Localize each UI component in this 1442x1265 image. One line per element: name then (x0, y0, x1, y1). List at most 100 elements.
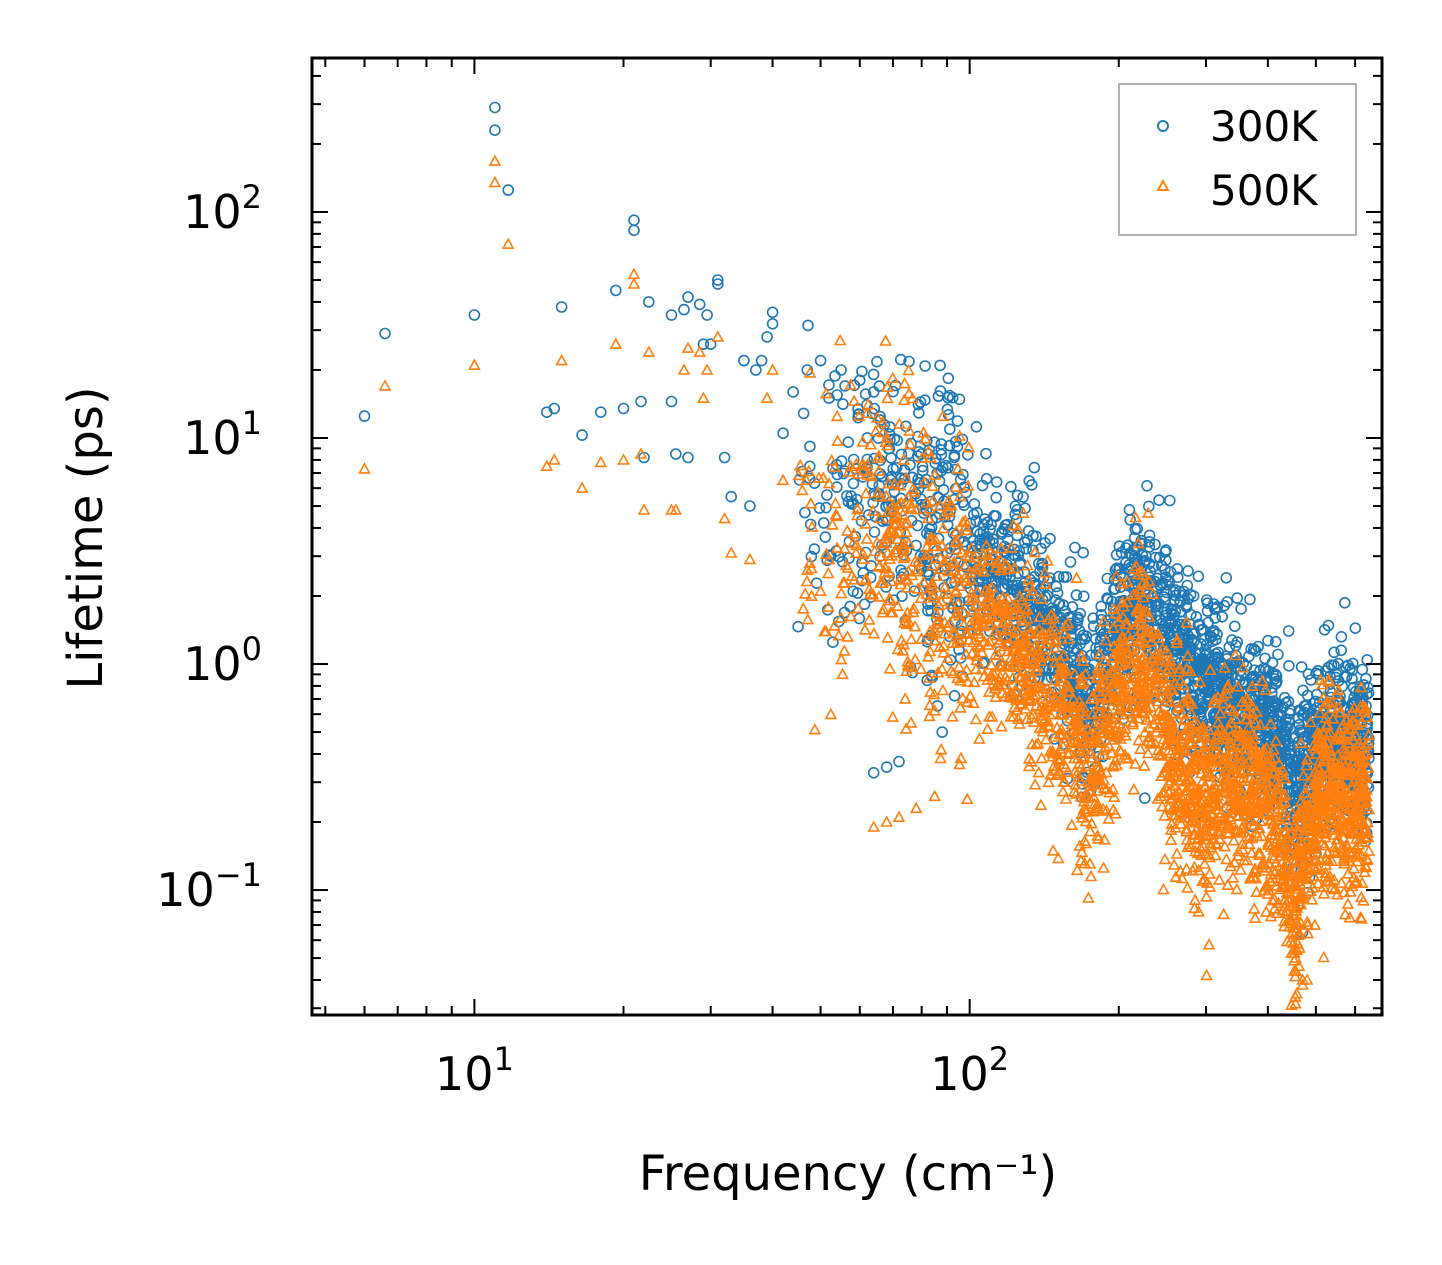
data-point-500k (1055, 722, 1068, 735)
data-point-500k (1015, 697, 1029, 709)
data-point-300k (802, 319, 814, 332)
data-point-500k (1351, 718, 1365, 731)
data-point-300k (1339, 596, 1351, 609)
data-point-500k (1288, 878, 1302, 891)
data-point-500k (849, 457, 863, 470)
data-point-300k (891, 434, 904, 447)
data-point-300k (987, 533, 999, 546)
data-point-500k (1072, 770, 1086, 782)
data-point-500k (1082, 891, 1095, 903)
data-point-500k (1048, 655, 1062, 668)
data-point-500k (1248, 911, 1262, 924)
data-point-300k (1201, 683, 1214, 696)
data-point-500k (1341, 841, 1355, 853)
data-point-500k (1006, 691, 1019, 703)
data-point-500k (1341, 736, 1355, 749)
data-point-300k (1305, 674, 1317, 686)
data-point-500k (1111, 707, 1125, 720)
data-point-500k (1249, 716, 1262, 728)
data-point-300k (936, 726, 949, 738)
data-point-500k (1116, 595, 1130, 608)
data-point-500k (1337, 854, 1351, 866)
data-point-500k (1234, 749, 1247, 762)
data-point-500k (803, 366, 817, 378)
data-point-500k (1355, 795, 1369, 808)
data-point-500k (1302, 863, 1316, 875)
data-point-500k (1225, 794, 1238, 807)
data-point-500k (887, 511, 901, 523)
data-point-300k (609, 284, 622, 297)
data-point-500k (1056, 784, 1070, 797)
data-point-500k (1174, 817, 1188, 829)
data-point-300k (665, 309, 678, 321)
data-point-500k (1318, 838, 1332, 851)
data-point-500k (925, 558, 939, 571)
data-point-500k (1088, 773, 1102, 785)
data-point-500k (1334, 781, 1348, 794)
data-point-300k (948, 689, 961, 702)
data-point-500k (931, 666, 945, 678)
data-point-300k (1196, 697, 1209, 710)
data-point-500k (1310, 823, 1324, 836)
data-point-500k (1247, 902, 1261, 914)
data-point-500k (1346, 705, 1359, 718)
data-point-300k (1167, 586, 1180, 598)
data-point-500k (1163, 670, 1177, 682)
data-point-500k (905, 660, 918, 673)
data-point-300k (1035, 600, 1047, 612)
data-point-500k (1101, 669, 1115, 681)
data-point-500k (876, 415, 889, 428)
data-point-500k (1168, 676, 1182, 689)
data-point-500k (1203, 880, 1217, 892)
data-point-300k (934, 359, 946, 372)
data-point-500k (1154, 709, 1168, 721)
data-point-500k (1270, 805, 1284, 817)
data-point-300k (1143, 535, 1155, 548)
data-point-500k (1278, 795, 1292, 807)
data-point-500k (1028, 545, 1042, 558)
data-point-500k (907, 602, 921, 614)
data-point-500k (1297, 769, 1310, 781)
data-point-500k (1072, 757, 1086, 769)
data-point-500k (1195, 756, 1209, 769)
data-point-500k (951, 597, 965, 609)
data-point-500k (1234, 863, 1247, 875)
data-point-300k (1254, 686, 1266, 698)
data-point-500k (1006, 671, 1020, 684)
data-point-500k (953, 757, 966, 770)
data-point-500k (1016, 664, 1030, 676)
data-point-300k (682, 451, 694, 464)
data-point-500k (1070, 571, 1083, 584)
data-point-300k (1296, 726, 1309, 738)
data-point-500k (1213, 747, 1227, 759)
data-point-500k (1297, 871, 1310, 883)
data-point-300k (976, 479, 989, 492)
data-point-500k (1015, 593, 1029, 605)
data-point-300k (1295, 661, 1308, 673)
data-point-500k (1313, 852, 1327, 865)
data-point-500k (849, 546, 863, 559)
data-point-500k (1093, 697, 1107, 709)
data-point-300k (1011, 489, 1024, 502)
data-point-500k (1057, 708, 1070, 720)
data-point-500k (897, 453, 911, 465)
data-point-500k (902, 537, 916, 549)
data-point-500k (935, 662, 949, 674)
data-point-300k (642, 296, 655, 308)
data-point-500k (841, 630, 854, 642)
data-point-300k (1190, 610, 1203, 623)
data-point-500k (1164, 754, 1178, 766)
data-point-300k (1069, 541, 1081, 554)
data-point-500k (1270, 783, 1284, 795)
data-point-500k (1137, 759, 1151, 771)
data-point-300k (1202, 616, 1214, 629)
data-point-300k (1179, 623, 1191, 635)
data-point-300k (867, 766, 880, 779)
data-point-300k (1066, 622, 1078, 635)
data-point-500k (942, 564, 956, 577)
data-point-500k (1188, 757, 1202, 770)
data-point-300k (942, 461, 954, 474)
data-point-300k (948, 451, 961, 464)
data-point-500k (1311, 876, 1325, 889)
data-point-500k (893, 479, 907, 491)
